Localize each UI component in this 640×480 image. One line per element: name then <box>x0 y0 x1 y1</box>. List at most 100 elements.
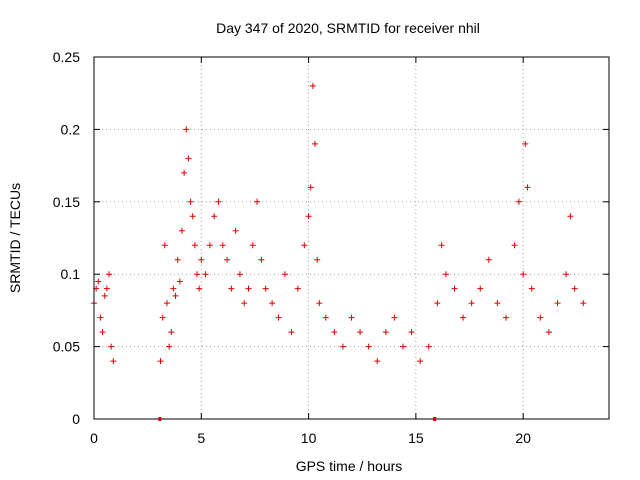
data-point <box>236 271 243 278</box>
data-point <box>442 271 449 278</box>
data-point <box>374 358 381 365</box>
data-point <box>554 300 561 307</box>
data-point <box>434 300 441 307</box>
data-point <box>206 242 213 249</box>
data-point <box>309 82 316 89</box>
data-point <box>438 242 445 249</box>
data-point <box>99 329 106 336</box>
data-point <box>183 126 190 133</box>
data-point <box>537 314 544 321</box>
data-point <box>301 242 308 249</box>
data-point <box>103 285 110 292</box>
data-point <box>170 285 177 292</box>
data-point <box>511 242 518 249</box>
data-point <box>477 285 484 292</box>
data-point <box>522 140 529 147</box>
data-point <box>528 285 535 292</box>
data-point <box>563 271 570 278</box>
data-point <box>249 242 256 249</box>
data-point <box>196 285 203 292</box>
data-points <box>91 82 587 365</box>
data-point <box>163 300 170 307</box>
data-point <box>408 329 415 336</box>
data-point <box>202 271 209 278</box>
x-tick-label: 0 <box>90 430 98 446</box>
x-tick-label: 20 <box>515 430 531 446</box>
data-point <box>161 242 168 249</box>
axis-ticks: 0 0.05 0.1 0.15 0.2 0.25 0 5 10 15 20 <box>53 49 609 446</box>
data-point <box>382 329 389 336</box>
x-tick-label: 15 <box>408 430 424 446</box>
data-point <box>314 256 321 263</box>
data-point <box>545 329 552 336</box>
data-point <box>211 213 218 220</box>
data-point <box>425 343 432 350</box>
data-point <box>417 358 424 365</box>
chart-title: Day 347 of 2020, SRMTID for receiver nhi… <box>216 20 480 36</box>
x-tick-label: 5 <box>197 430 205 446</box>
data-point <box>219 242 226 249</box>
data-point <box>331 329 338 336</box>
data-point <box>451 285 458 292</box>
x-axis-label: GPS time / hours <box>296 458 403 474</box>
data-point <box>110 358 117 365</box>
data-point <box>339 343 346 350</box>
data-point <box>288 329 295 336</box>
data-point <box>241 300 248 307</box>
y-tick-label: 0.25 <box>53 49 80 65</box>
data-point <box>215 198 222 205</box>
data-point <box>174 256 181 263</box>
data-point <box>97 314 104 321</box>
y-tick-label: 0 <box>72 411 80 427</box>
data-point <box>166 343 173 350</box>
data-point <box>524 184 531 191</box>
data-point <box>307 184 314 191</box>
data-point <box>275 314 282 321</box>
data-point <box>515 198 522 205</box>
data-point <box>172 292 179 299</box>
data-point <box>281 271 288 278</box>
data-point <box>322 314 329 321</box>
data-point <box>168 329 175 336</box>
data-point <box>108 343 115 350</box>
data-point <box>245 285 252 292</box>
off-period-marker <box>158 417 162 421</box>
data-point <box>228 285 235 292</box>
off-period-marker <box>433 417 437 421</box>
y-tick-label: 0.05 <box>53 339 80 355</box>
data-point <box>258 256 265 263</box>
data-point <box>95 278 102 285</box>
data-point <box>580 300 587 307</box>
data-point <box>157 358 164 365</box>
data-point <box>365 343 372 350</box>
data-point <box>520 271 527 278</box>
x-tick-label: 10 <box>301 430 317 446</box>
data-point <box>460 314 467 321</box>
data-point <box>106 271 113 278</box>
data-point <box>254 198 261 205</box>
data-point <box>191 242 198 249</box>
data-point <box>567 213 574 220</box>
data-point <box>294 285 301 292</box>
data-point <box>503 314 509 321</box>
data-point <box>178 227 185 234</box>
data-point <box>391 314 398 321</box>
y-tick-label: 0.1 <box>61 266 81 282</box>
data-point <box>262 285 269 292</box>
data-point <box>185 155 192 162</box>
data-point <box>312 140 319 147</box>
data-point <box>176 278 183 285</box>
off-period-markers <box>158 417 437 421</box>
data-point <box>224 256 231 263</box>
data-point <box>194 271 200 278</box>
data-point <box>181 169 188 176</box>
y-tick-label: 0.2 <box>61 121 81 137</box>
data-point <box>159 314 166 321</box>
data-point <box>400 343 406 350</box>
data-point <box>494 300 501 307</box>
data-point <box>468 300 475 307</box>
data-point <box>232 227 239 234</box>
data-point <box>316 300 323 307</box>
data-point <box>189 213 196 220</box>
grid <box>94 57 609 419</box>
